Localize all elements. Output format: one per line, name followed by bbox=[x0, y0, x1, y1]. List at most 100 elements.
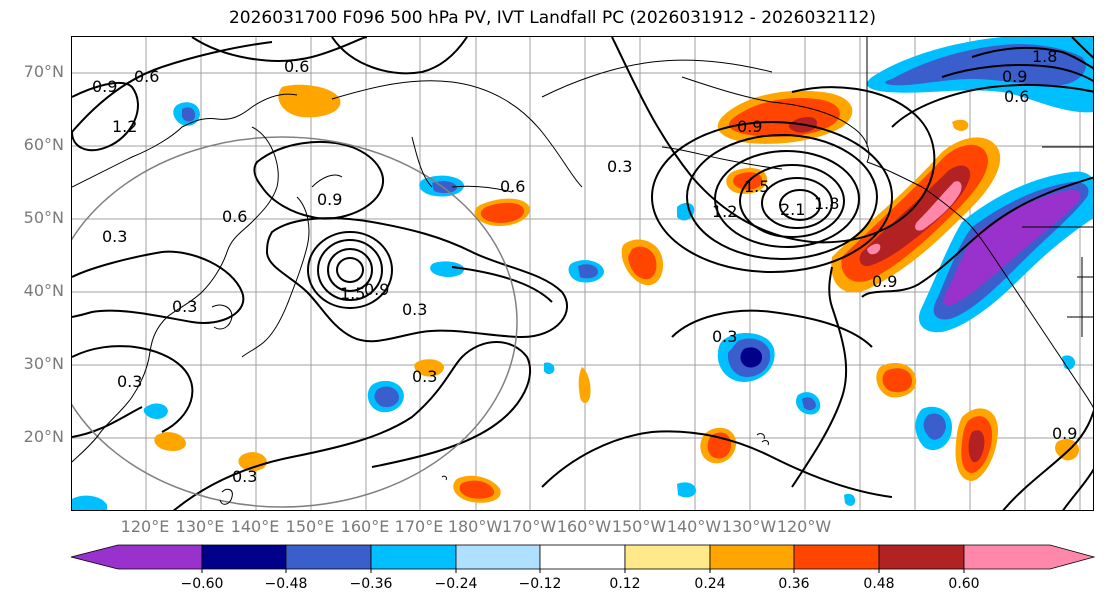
lon-label-150e: 150°E bbox=[285, 517, 335, 536]
contour-label: 0.3 bbox=[117, 372, 142, 391]
colorbar-segment-8 bbox=[793, 544, 880, 570]
pv-shading bbox=[72, 37, 1093, 510]
coastline-us-west bbox=[966, 221, 1093, 408]
contour-line bbox=[72, 250, 245, 324]
coastline-hawaii bbox=[761, 440, 769, 446]
colorbar-segments bbox=[70, 544, 1096, 570]
contour-line bbox=[1002, 410, 1093, 510]
contour-label: 0.3 bbox=[172, 297, 197, 316]
contour-label: 2.1 bbox=[780, 200, 805, 219]
lon-label-160e: 160°E bbox=[340, 517, 390, 536]
coastline-bc bbox=[866, 161, 968, 223]
contour-label: 0.9 bbox=[317, 190, 342, 209]
contour-ring bbox=[336, 257, 364, 283]
contour-label: 0.3 bbox=[412, 367, 437, 386]
figure-title: 2026031700 F096 500 hPa PV, IVT Landfall… bbox=[228, 8, 876, 28]
colorbar-segment-2 bbox=[285, 544, 372, 570]
coastline-alaska bbox=[681, 76, 870, 163]
contour-line bbox=[72, 41, 273, 133]
contour-labels: 0.9 0.6 1.2 0.6 0.6 0.9 0.3 0.3 1.5 0.9 … bbox=[92, 47, 1077, 486]
contour-label: 0.6 bbox=[1004, 87, 1029, 106]
lon-label-120e: 120°E bbox=[120, 517, 170, 536]
map-canvas: 0.9 0.6 1.2 0.6 0.6 0.9 0.3 0.3 1.5 0.9 … bbox=[72, 37, 1093, 510]
coastline-kuril bbox=[451, 185, 513, 193]
contour-line bbox=[451, 266, 553, 303]
coastline-kamchatka-tip bbox=[411, 136, 433, 188]
lat-label-60n: 60°N bbox=[23, 135, 64, 154]
colorbar-segment-5 bbox=[539, 544, 626, 570]
contour-line bbox=[611, 37, 936, 244]
lon-label-170e: 170°E bbox=[394, 517, 444, 536]
contour-label: 0.3 bbox=[607, 157, 632, 176]
contour-line bbox=[891, 83, 1093, 128]
lon-label-140w: 140°W bbox=[666, 517, 722, 536]
colorbar-segment-1 bbox=[201, 544, 287, 570]
colorbar-tick-label: 0.48 bbox=[863, 576, 895, 592]
lat-label-20n: 20°N bbox=[23, 427, 64, 446]
contour-label: 1.2 bbox=[112, 117, 137, 136]
contour-label: 1.5 bbox=[744, 177, 769, 196]
colorbar-tick-label: 0.36 bbox=[778, 576, 810, 592]
contour-line bbox=[541, 430, 893, 498]
contour-line bbox=[671, 309, 873, 348]
contour-label: 0.9 bbox=[364, 280, 389, 299]
contour-label: 0.3 bbox=[232, 467, 257, 486]
colorbar-tick-label: 0.60 bbox=[948, 576, 980, 592]
colorbar-ticks bbox=[201, 569, 965, 573]
lon-label-130e: 130°E bbox=[175, 517, 225, 536]
lon-label-120w: 120°W bbox=[776, 517, 832, 536]
lon-label-180w: 180°W bbox=[447, 517, 503, 536]
contour-ring bbox=[327, 248, 373, 292]
coastline-korea bbox=[211, 304, 233, 330]
contour-line bbox=[971, 46, 1093, 70]
contour-ring bbox=[651, 121, 893, 273]
contour-line bbox=[72, 345, 194, 433]
coastline-aleutians bbox=[661, 146, 783, 170]
lat-label-50n: 50°N bbox=[23, 208, 64, 227]
contour-line bbox=[791, 266, 848, 488]
contour-line bbox=[861, 176, 1093, 298]
contour-label: 0.9 bbox=[1052, 424, 1077, 443]
contour-label: 1.8 bbox=[1032, 47, 1057, 66]
contour-label: 0.9 bbox=[872, 272, 897, 291]
colorbar-segment-9 bbox=[878, 544, 965, 570]
colorbar-tick-label: 0.24 bbox=[694, 576, 726, 592]
lon-label-140e: 140°E bbox=[230, 517, 280, 536]
contour-label: 0.6 bbox=[222, 207, 247, 226]
colorbar-tick-label: −0.60 bbox=[180, 576, 224, 592]
contour-ring bbox=[779, 189, 821, 221]
colorbar-tick-label: 0.12 bbox=[609, 576, 641, 592]
contour-label: 0.3 bbox=[102, 227, 127, 246]
colorbar-tick-label: −0.24 bbox=[434, 576, 478, 592]
contour-ring bbox=[317, 239, 383, 301]
radius-circle bbox=[72, 136, 518, 508]
lat-label-70n: 70°N bbox=[23, 62, 64, 81]
lon-label-160w: 160°W bbox=[556, 517, 612, 536]
colorbar-tick-label: −0.48 bbox=[264, 576, 308, 592]
contour-label: 0.6 bbox=[284, 57, 309, 76]
contour-line bbox=[172, 341, 532, 510]
colorbar-segment-extend-high bbox=[963, 544, 1096, 570]
coastline-philippines bbox=[219, 488, 233, 505]
map-panel: 0.9 0.6 1.2 0.6 0.6 0.9 0.3 0.3 1.5 0.9 … bbox=[71, 36, 1094, 511]
lat-label-30n: 30°N bbox=[23, 354, 64, 373]
contour-ring bbox=[739, 164, 845, 238]
contour-label: 0.3 bbox=[712, 327, 737, 346]
lon-label-130w: 130°W bbox=[721, 517, 777, 536]
lon-label-150w: 150°W bbox=[611, 517, 667, 536]
pv-contours bbox=[72, 37, 1093, 510]
contour-label: 1.8 bbox=[814, 194, 839, 213]
contour-label: 0.6 bbox=[500, 177, 525, 196]
colorbar-segment-4 bbox=[455, 544, 541, 570]
contour-label: 0.9 bbox=[92, 77, 117, 96]
coastline-chukotka bbox=[541, 59, 773, 98]
contour-label: 0.3 bbox=[402, 300, 427, 319]
colorbar-tick-label: −0.12 bbox=[518, 576, 562, 592]
coastline-kamchatka bbox=[331, 80, 583, 188]
contour-line bbox=[72, 406, 143, 438]
colorbar-segment-6 bbox=[624, 544, 711, 570]
contour-ring bbox=[307, 231, 393, 309]
coastline-sakhalin bbox=[311, 174, 343, 188]
contour-line bbox=[941, 64, 1093, 82]
contour-line bbox=[72, 81, 139, 152]
